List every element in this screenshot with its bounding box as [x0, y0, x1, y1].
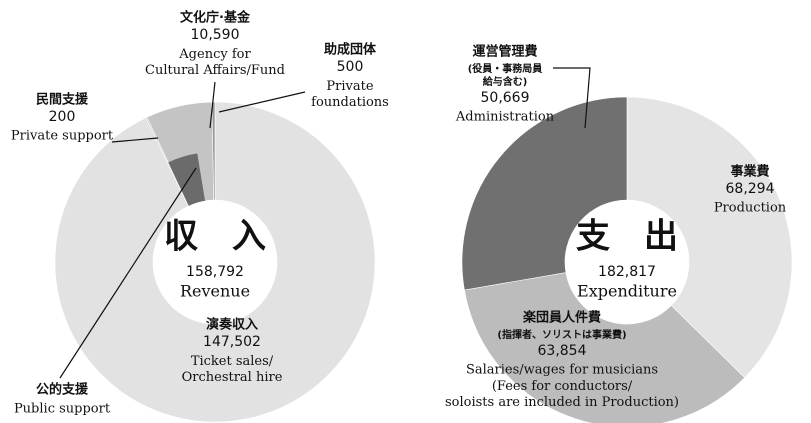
leader-line — [553, 67, 591, 129]
segment-value: 10,590 — [191, 27, 240, 43]
segment-value: 63,854 — [538, 343, 587, 359]
segment-label: 助成団体 — [324, 42, 377, 58]
segment-value: 50,669 — [481, 90, 530, 106]
leader-line — [111, 137, 159, 143]
donut-segment — [626, 96, 793, 379]
donut-inner-segment — [168, 153, 206, 206]
segment-label-en: Agency for Cultural Affairs/Fund — [145, 47, 285, 78]
segment-label: 楽団員人件費 — [522, 310, 601, 326]
segment-value: 500 — [337, 59, 364, 75]
inner-label: 公的支援 — [36, 382, 89, 398]
segment-label: 民間支援 — [36, 92, 89, 108]
donut-segment — [461, 96, 628, 291]
segment-value: 200 — [49, 109, 76, 125]
segment-note-en: (Fees for conductors/soloists are includ… — [445, 379, 679, 410]
segment-label: 演奏収入 — [206, 317, 258, 333]
segment-label: 運営管理費 — [472, 44, 537, 60]
center-title: 支 出 — [576, 217, 678, 257]
leader-line — [59, 167, 197, 379]
center-total: 158,792 — [186, 264, 244, 280]
inner-label-en: Public support — [14, 402, 111, 417]
segment-note: (指揮者、ソリストは事業費) — [497, 328, 626, 341]
donut-segment — [54, 101, 376, 423]
donut-segment — [464, 272, 746, 423]
center-title-en: Revenue — [180, 282, 250, 301]
segment-label-en: Production — [714, 201, 787, 216]
leader-line — [209, 81, 216, 129]
segment-label: 文化庁·基金 — [180, 10, 251, 26]
segment-label-en: Ticket sales/Orchestral hire — [182, 354, 283, 385]
segment-value: 147,502 — [203, 334, 261, 350]
segment-value: 68,294 — [726, 181, 775, 197]
center-title-en: Expenditure — [577, 282, 677, 301]
segment-note: (役員・事務局員給与含む) — [468, 62, 543, 88]
segment-label-en: Salaries/wages for musicians — [466, 363, 658, 378]
leader-line — [218, 91, 306, 113]
center-title: 収 入 — [164, 217, 266, 257]
segment-label: 事業費 — [730, 164, 769, 180]
center-total: 182,817 — [598, 264, 656, 280]
segment-label-en: Private support — [11, 129, 114, 144]
segment-label-en: Private foundations — [311, 79, 389, 110]
segment-label-en: Administration — [455, 110, 555, 125]
